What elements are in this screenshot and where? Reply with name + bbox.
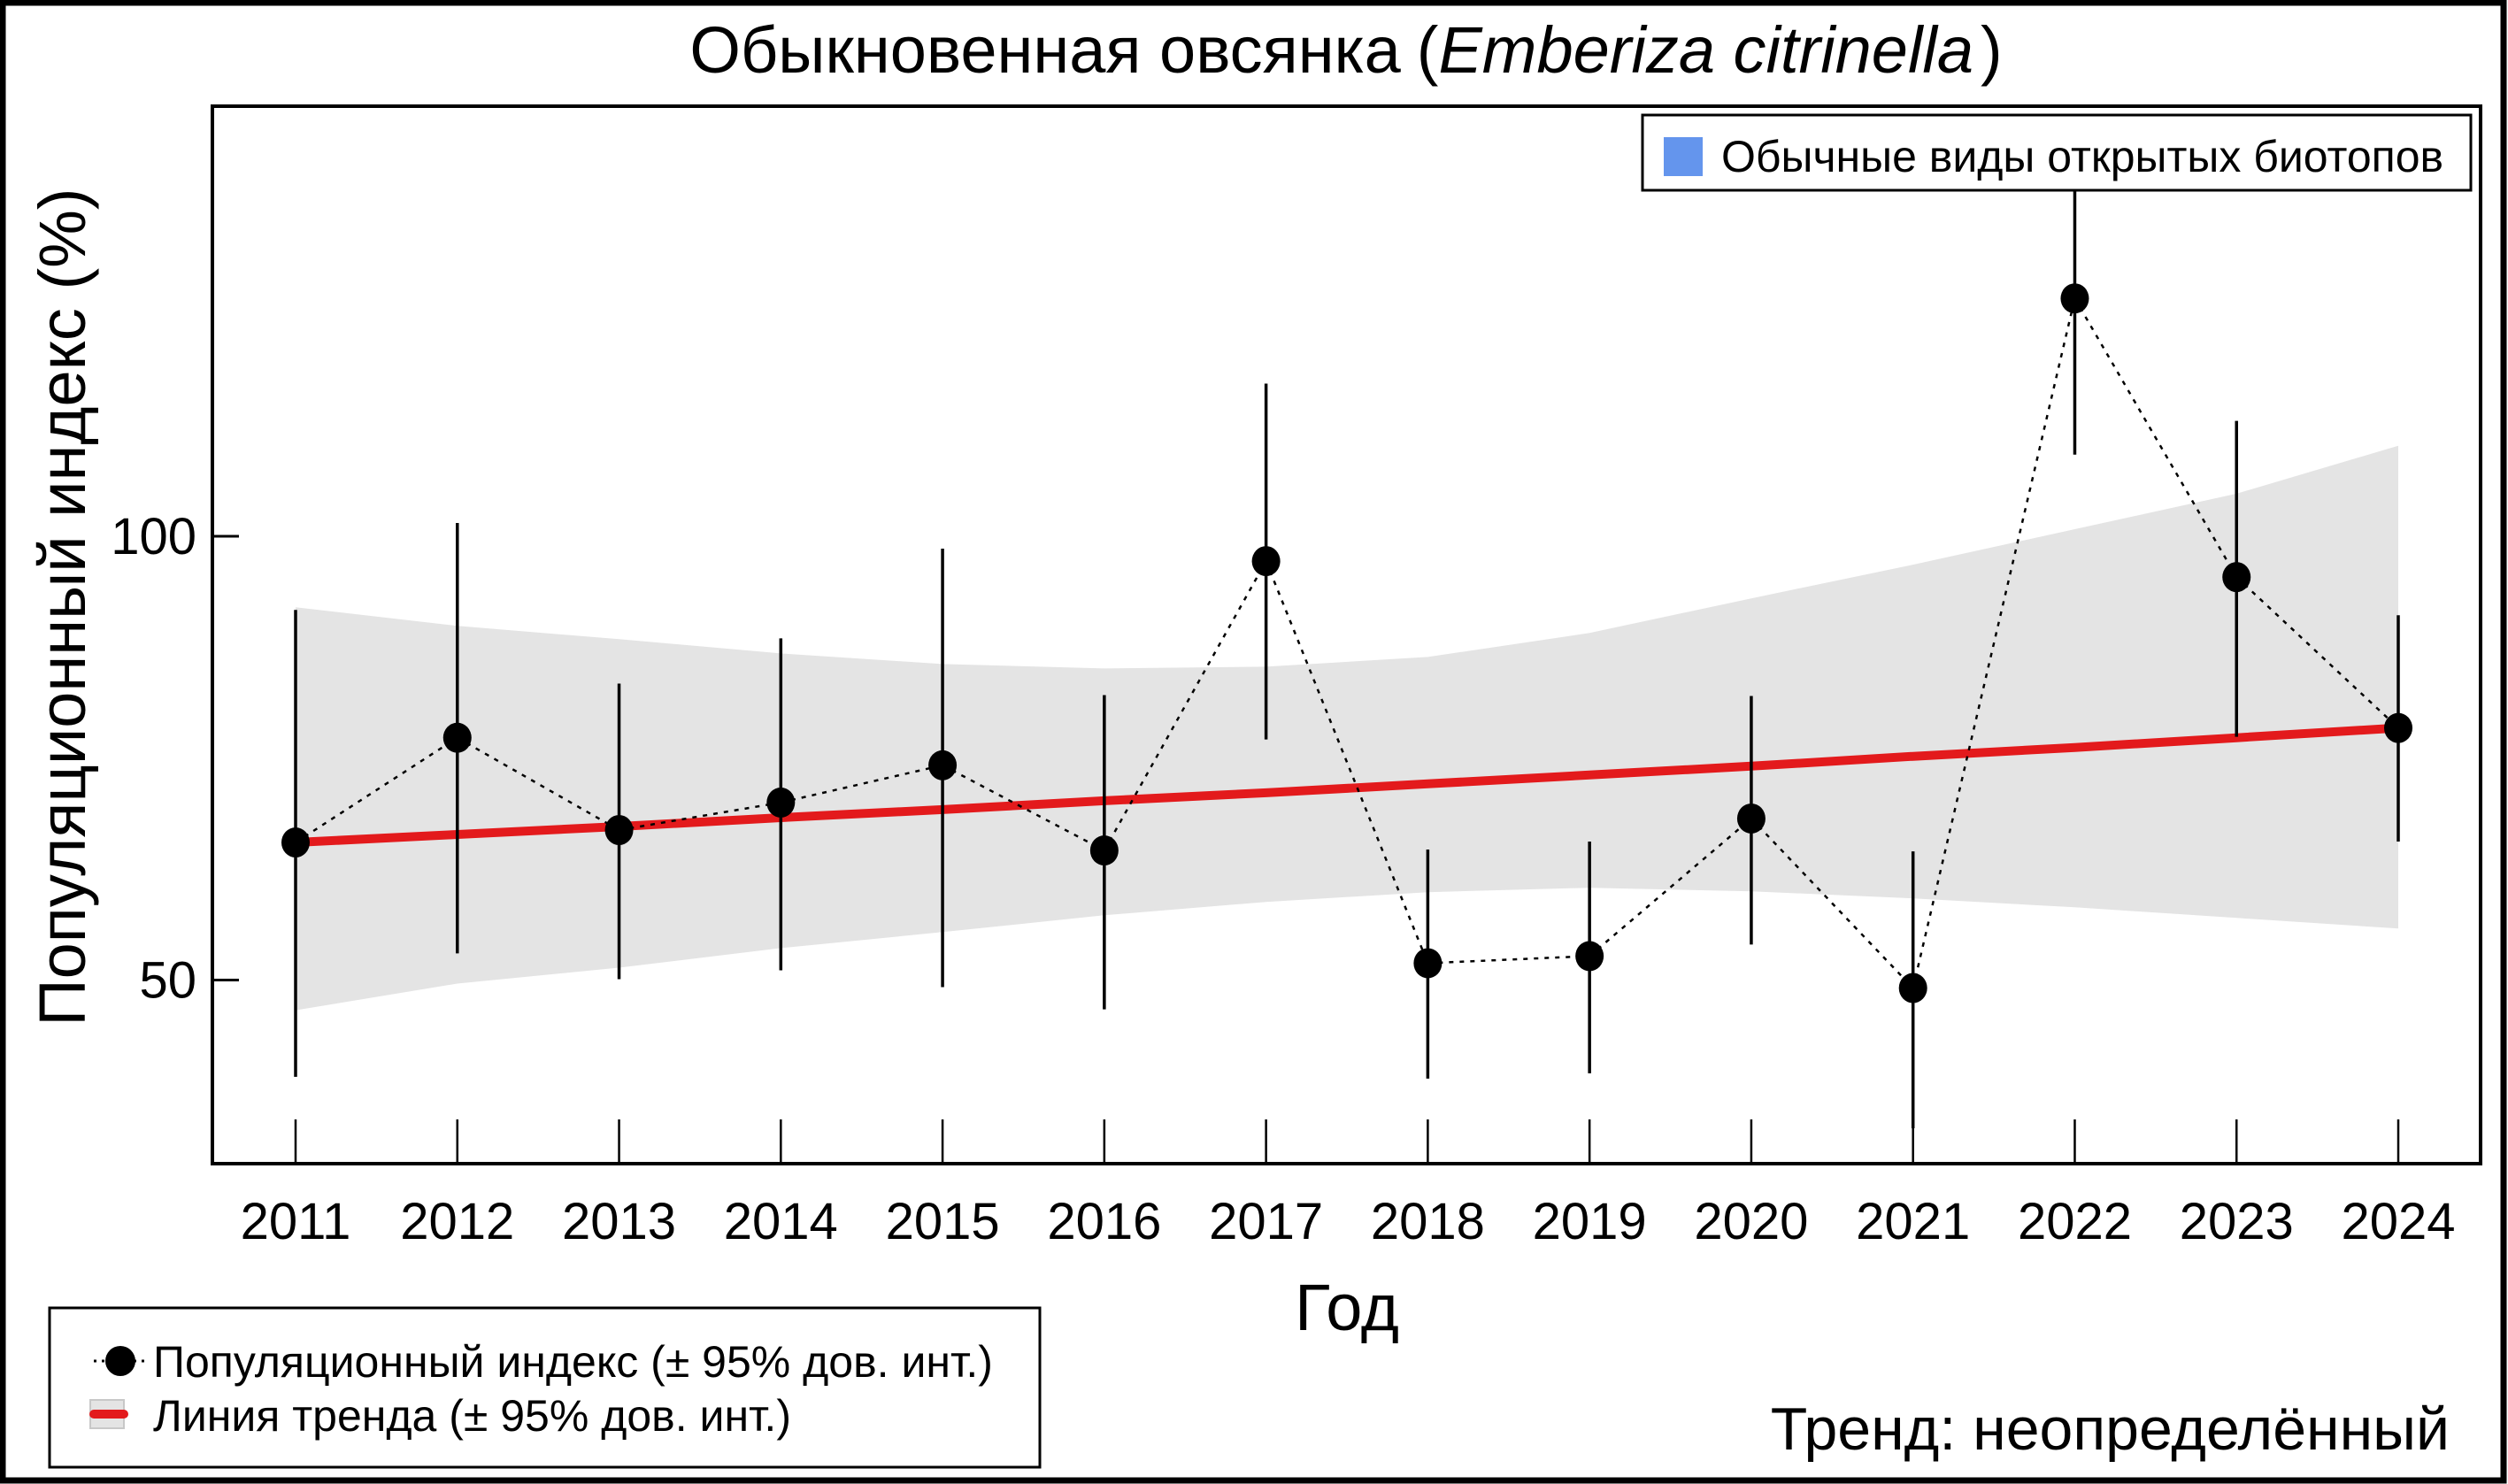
index-point-2017 bbox=[1251, 546, 1281, 577]
group-legend-box bbox=[1641, 113, 2473, 192]
chart-title: Обыкновенная овсянка (Emberiza citrinella… bbox=[689, 13, 2002, 87]
index-point-2023 bbox=[2222, 562, 2251, 593]
x-tick-label-2018: 2018 bbox=[1371, 1193, 1485, 1250]
x-tick-label-2019: 2019 bbox=[1533, 1193, 1647, 1250]
y-tick-label-50: 50 bbox=[139, 952, 196, 1010]
index-connector-2014-2015 bbox=[781, 764, 943, 804]
group-legend: Обычные виды открытых биотопов bbox=[1641, 113, 2473, 192]
trend-line bbox=[295, 723, 2399, 847]
index-point-2020 bbox=[1736, 803, 1766, 834]
index-point-2013 bbox=[604, 814, 634, 845]
index-point-2019 bbox=[1575, 941, 1604, 972]
x-tick-label-2014: 2014 bbox=[724, 1193, 838, 1250]
trend-ci-band bbox=[296, 445, 2398, 1011]
index-point-2024 bbox=[2384, 712, 2413, 743]
trend-line-layer bbox=[295, 723, 2399, 847]
title-common-name: Обыкновенная овсянка bbox=[689, 13, 1401, 87]
index-connector-layer bbox=[295, 297, 2399, 989]
index-connector-2023-2024 bbox=[2235, 576, 2399, 729]
x-tick-label-2024: 2024 bbox=[2341, 1193, 2455, 1250]
index-connector-2011-2012 bbox=[295, 736, 458, 844]
title-close-paren: ) bbox=[1981, 13, 2003, 87]
trend-ci-band-layer bbox=[296, 445, 2398, 1011]
y-axis-ticks: 50 100 bbox=[111, 508, 239, 1010]
index-connector-2020-2021 bbox=[1750, 818, 1914, 989]
title-latin-name: Emberiza citrinella bbox=[1438, 13, 1973, 87]
y-axis-label: Популяционный индекс (%) bbox=[26, 188, 99, 1026]
legend-index-label: Популяционный индекс (± 95% дов. инт.) bbox=[153, 1337, 993, 1387]
x-axis-ticks: 2011 2012 2013 2014 2015 2016 2017 2018 2019 2020… bbox=[241, 1119, 2456, 1250]
index-point-2018 bbox=[1413, 948, 1442, 979]
plot-frame bbox=[211, 104, 2482, 1165]
index-connector-2017-2018 bbox=[1265, 560, 1429, 964]
index-connector-2015-2016 bbox=[942, 764, 1105, 852]
index-points-layer bbox=[281, 283, 2413, 1003]
index-point-2015 bbox=[928, 750, 958, 780]
legend-index-marker bbox=[105, 1346, 135, 1376]
x-tick-label-2022: 2022 bbox=[2018, 1193, 2132, 1250]
index-point-2014 bbox=[766, 787, 796, 818]
index-connector-2022-2023 bbox=[2073, 297, 2238, 578]
trend-annotation: Тренд: неопределённый bbox=[1771, 1396, 2450, 1463]
group-legend-label: Обычные виды открытых биотопов bbox=[1721, 132, 2443, 181]
index-connector-2016-2017 bbox=[1103, 560, 1267, 851]
x-tick-label-2015: 2015 bbox=[886, 1193, 1000, 1250]
x-tick-label-2016: 2016 bbox=[1047, 1193, 1161, 1250]
index-point-2011 bbox=[281, 827, 310, 858]
group-legend-swatch bbox=[1664, 137, 1703, 176]
index-point-2022 bbox=[2060, 283, 2089, 314]
x-tick-label-2023: 2023 bbox=[2180, 1193, 2294, 1250]
index-connector-2021-2022 bbox=[1912, 297, 2076, 988]
y-tick-label-100: 100 bbox=[111, 508, 196, 565]
x-tick-label-2011: 2011 bbox=[241, 1193, 351, 1250]
x-tick-label-2012: 2012 bbox=[400, 1193, 514, 1250]
legend-trend-label: Линия тренда (± 95% дов. инт.) bbox=[153, 1391, 791, 1441]
x-tick-label-2021: 2021 bbox=[1856, 1193, 1970, 1250]
series-legend-box bbox=[48, 1306, 1042, 1469]
index-point-2012 bbox=[442, 722, 472, 753]
index-point-2016 bbox=[1089, 835, 1119, 866]
series-legend: Популяционный индекс (± 95% дов. инт.) Л… bbox=[48, 1306, 1042, 1469]
index-point-2021 bbox=[1898, 973, 1927, 1003]
x-tick-label-2017: 2017 bbox=[1209, 1193, 1323, 1250]
x-tick-label-2013: 2013 bbox=[562, 1193, 676, 1250]
x-tick-label-2020: 2020 bbox=[1694, 1193, 1808, 1250]
title-open-paren: ( bbox=[1417, 13, 1439, 87]
x-axis-label: Год bbox=[1295, 1271, 1399, 1344]
index-connector-2019-2020 bbox=[1589, 818, 1752, 957]
